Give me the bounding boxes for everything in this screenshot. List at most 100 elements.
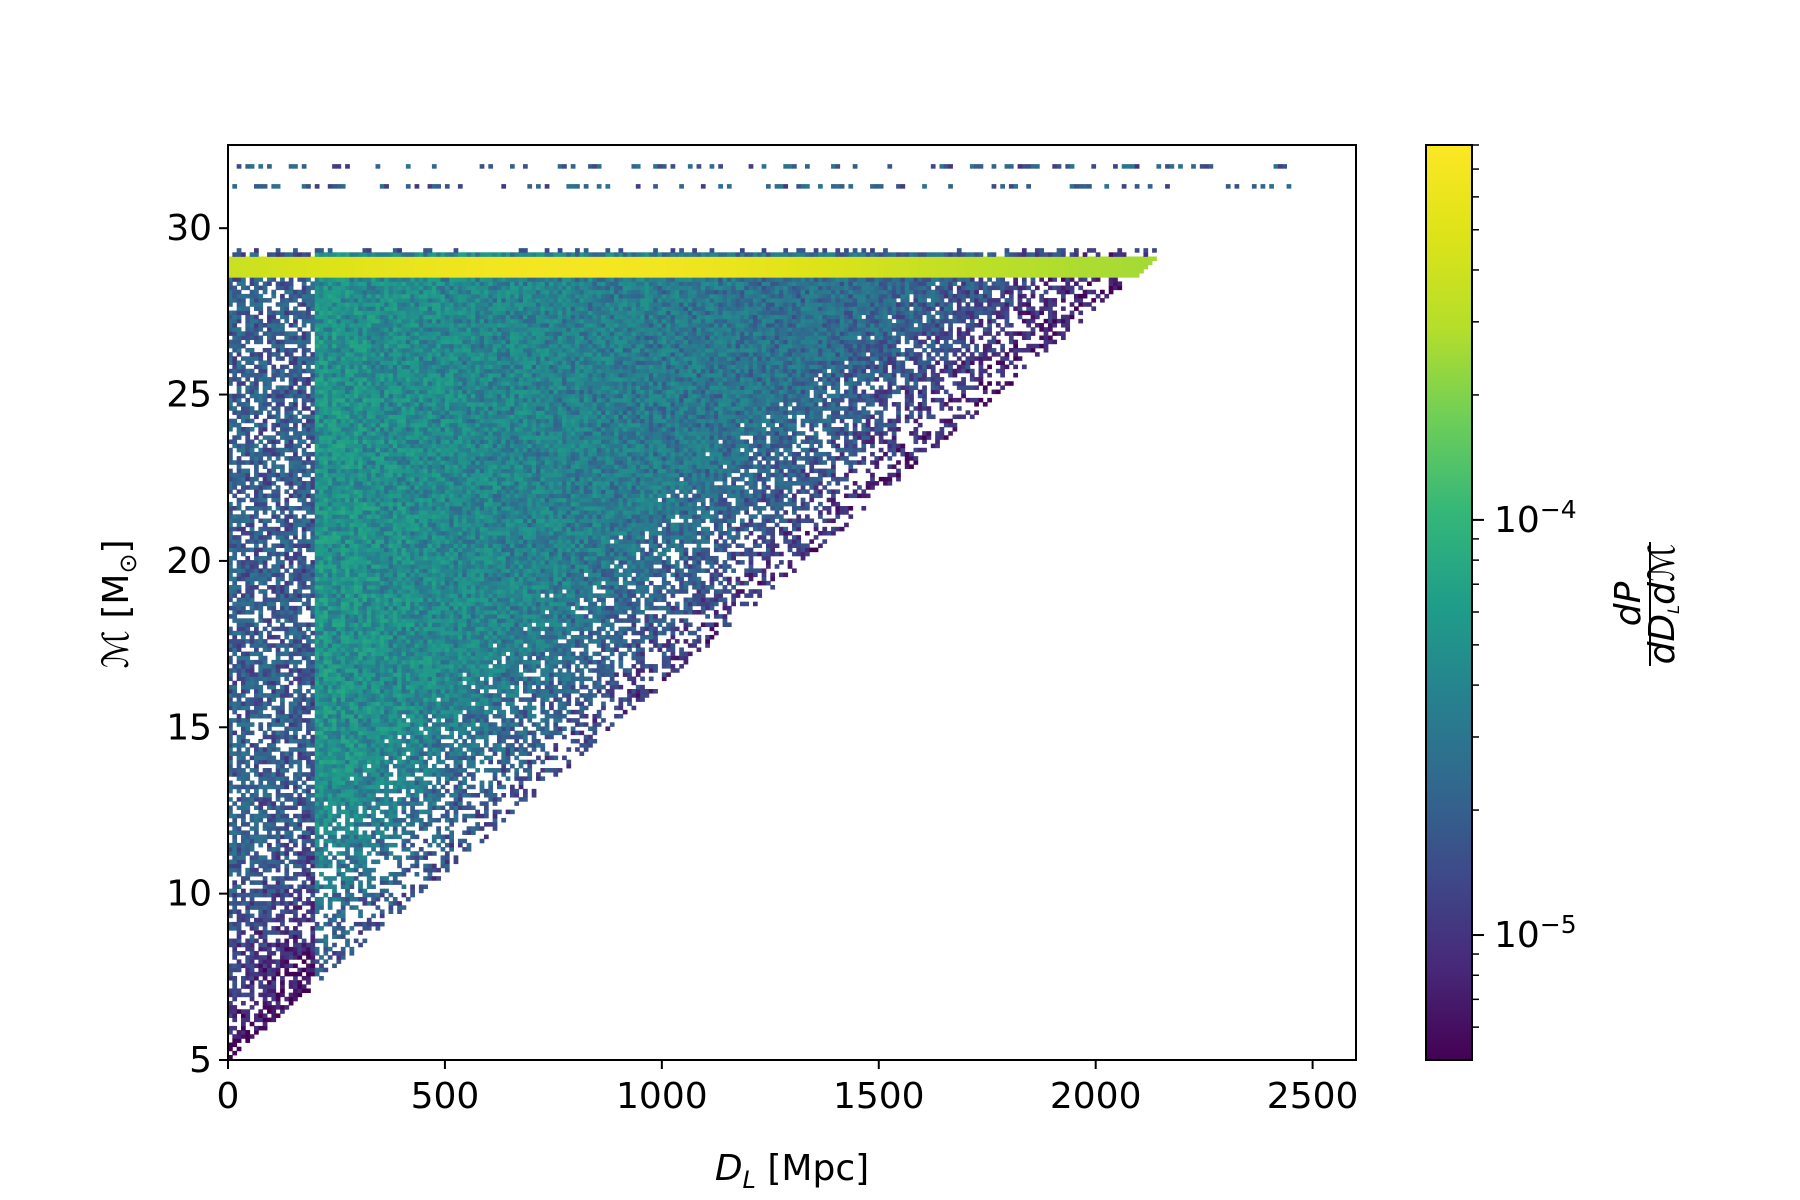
heatmap-cell — [358, 618, 363, 623]
heatmap-cell — [275, 535, 281, 540]
heatmap-cell — [275, 693, 281, 698]
heatmap-cell — [362, 314, 368, 320]
heatmap-cell — [258, 335, 264, 341]
heatmap-cell — [332, 431, 337, 436]
heatmap-cell — [349, 876, 355, 881]
heatmap-cell — [345, 614, 350, 619]
heatmap-cell — [340, 759, 346, 765]
heatmap-cell — [288, 447, 294, 453]
heatmap-cell — [275, 863, 281, 869]
heatmap-cell — [345, 734, 350, 740]
heatmap-cell — [275, 676, 281, 682]
heatmap-cell — [345, 684, 350, 690]
heatmap-cell — [249, 680, 255, 686]
heatmap-cell — [323, 510, 329, 515]
heatmap-cell — [323, 402, 329, 407]
heatmap-cell — [254, 697, 259, 702]
heatmap-cell — [236, 447, 242, 453]
heatmap-cell — [280, 422, 285, 428]
heatmap-cell — [375, 327, 381, 332]
heatmap-cell — [336, 402, 342, 407]
heatmap-cell — [362, 281, 368, 286]
heatmap-cell — [340, 859, 346, 865]
heatmap-cell — [327, 377, 333, 382]
heatmap-cell — [327, 339, 333, 345]
heatmap-cell — [275, 959, 281, 964]
heatmap-cell — [245, 830, 251, 835]
heatmap-cell — [236, 901, 242, 906]
heatmap-cell — [271, 314, 277, 320]
heatmap-cell — [379, 713, 385, 719]
heatmap-cell — [275, 489, 281, 494]
heatmap-cell — [284, 318, 290, 324]
heatmap-cell — [262, 285, 268, 291]
heatmap-cell — [306, 851, 311, 856]
heatmap-cell — [262, 460, 268, 465]
heatmap-cell — [288, 352, 294, 357]
heatmap-cell — [288, 347, 294, 353]
heatmap-cell — [319, 264, 324, 270]
heatmap-cell — [310, 892, 316, 898]
heatmap-cell — [275, 439, 281, 445]
heatmap-cell — [362, 535, 368, 540]
heatmap-cell — [262, 543, 268, 548]
heatmap-cell — [340, 630, 346, 636]
heatmap-cell — [288, 264, 294, 270]
heatmap-cell — [267, 1005, 272, 1010]
heatmap-cell — [353, 622, 359, 628]
heatmap-cell — [375, 655, 381, 661]
heatmap-cell — [332, 572, 337, 578]
heatmap-cell — [275, 680, 281, 686]
heatmap-cell — [241, 451, 246, 457]
heatmap-cell — [319, 847, 324, 852]
heatmap-cell — [353, 655, 359, 661]
heatmap-cell — [271, 497, 277, 503]
heatmap-cell — [362, 901, 368, 906]
heatmap-cell — [267, 597, 272, 603]
heatmap-cell — [310, 776, 316, 781]
heatmap-cell — [314, 896, 320, 902]
heatmap-cell — [345, 576, 350, 582]
heatmap-cell — [327, 697, 333, 702]
heatmap-cell — [345, 838, 350, 844]
heatmap-cell — [340, 310, 346, 316]
heatmap-cell — [262, 672, 268, 677]
heatmap-cell — [323, 356, 329, 361]
heatmap-cell — [275, 609, 281, 615]
heatmap-cell — [254, 385, 259, 390]
heatmap-cell — [297, 801, 303, 806]
heatmap-cell — [358, 838, 363, 844]
heatmap-cell — [258, 273, 264, 278]
heatmap-cell — [353, 318, 359, 324]
heatmap-cell — [271, 343, 277, 349]
heatmap-cell — [353, 813, 359, 819]
heatmap-cell — [301, 264, 307, 270]
heatmap-cell — [336, 560, 342, 565]
heatmap-cell — [241, 402, 246, 407]
heatmap-cell — [366, 381, 372, 386]
heatmap-cell — [336, 273, 342, 278]
heatmap-cell — [310, 888, 316, 894]
heatmap-cell — [267, 713, 272, 719]
heatmap-cell — [314, 397, 320, 403]
heatmap-cell — [293, 468, 298, 474]
heatmap-cell — [358, 418, 363, 424]
heatmap-cell — [358, 460, 363, 465]
heatmap-cell — [262, 510, 268, 515]
heatmap-cell — [271, 847, 277, 852]
heatmap-cell — [366, 614, 372, 619]
heatmap-cell — [258, 921, 264, 927]
heatmap-cell — [232, 526, 238, 532]
heatmap-cell — [254, 443, 259, 449]
heatmap-cell — [319, 422, 324, 428]
heatmap-cell — [258, 934, 264, 939]
heatmap-cell — [323, 705, 329, 711]
heatmap-cell — [306, 730, 311, 736]
heatmap-cell — [280, 518, 285, 524]
heatmap-cell — [280, 535, 285, 540]
heatmap-cell — [314, 689, 320, 694]
heatmap-cell — [245, 630, 251, 636]
heatmap-cell — [280, 539, 285, 544]
heatmap-cell — [336, 643, 342, 648]
heatmap-cell — [267, 630, 272, 636]
